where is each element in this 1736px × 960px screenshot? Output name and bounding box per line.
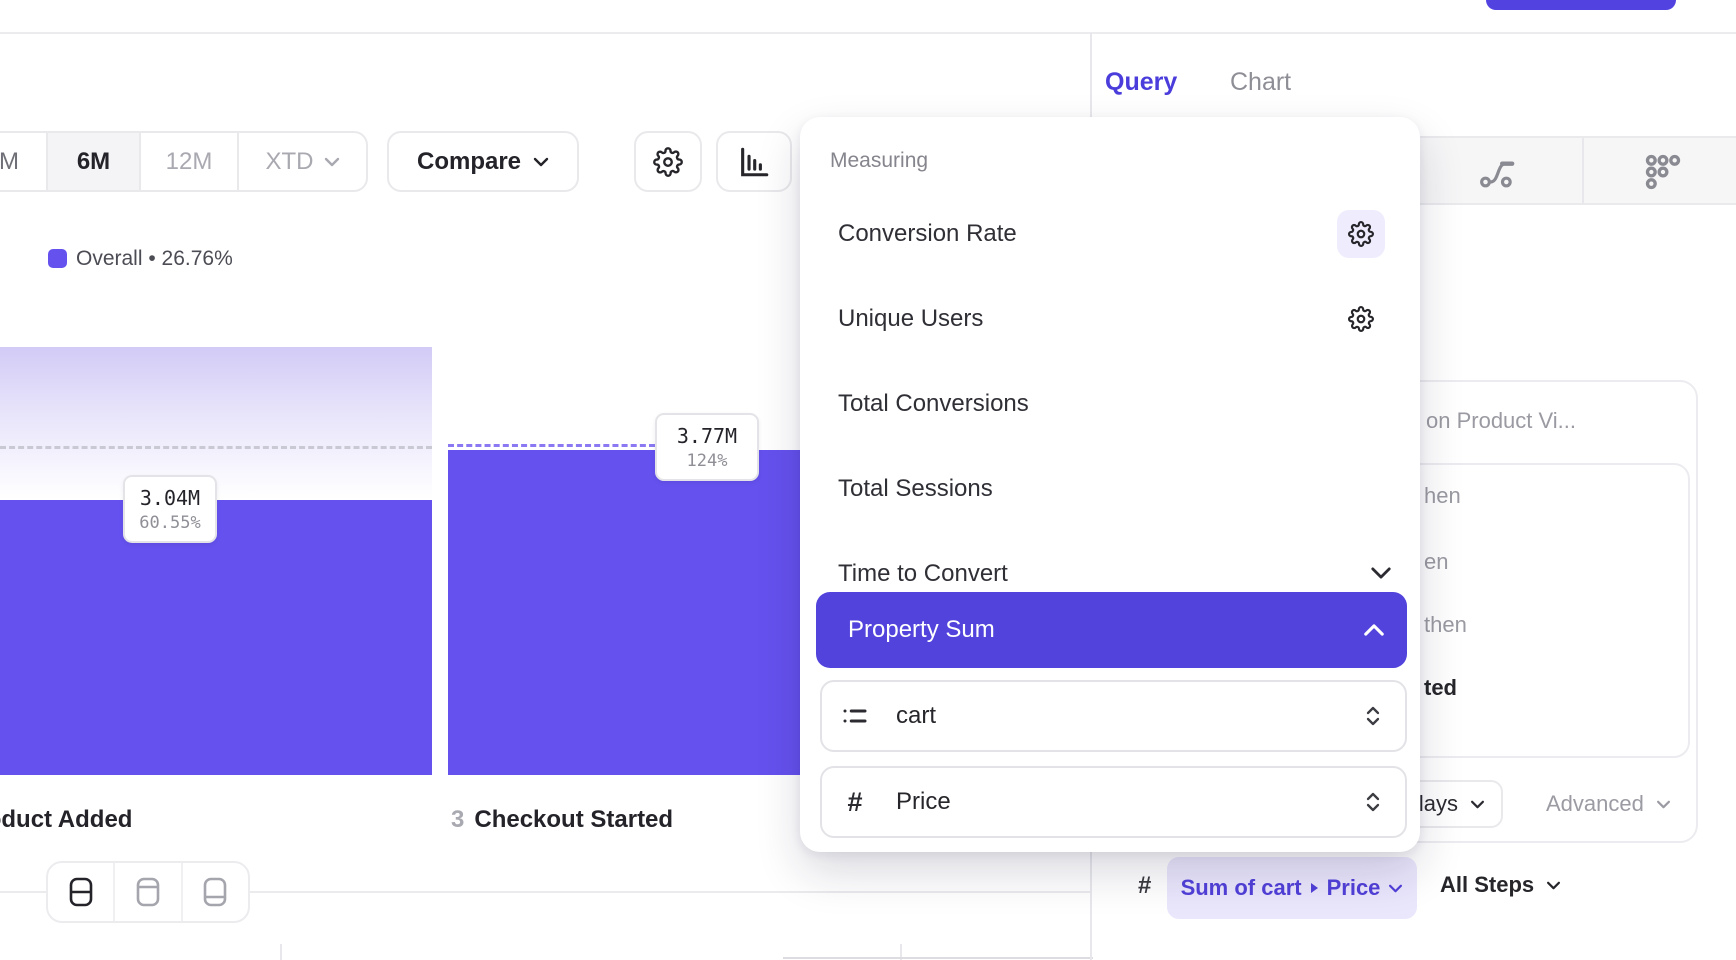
- menu-item-unique-users[interactable]: Unique Users: [838, 305, 984, 332]
- gear-icon: [1348, 306, 1374, 332]
- measuring-dropdown: Measuring Conversion Rate Unique Users T…: [800, 117, 1420, 852]
- chevron-down-icon: [324, 157, 339, 166]
- step-row-fragment: hen: [1424, 483, 1461, 508]
- property-sum-label: Property Sum: [848, 616, 995, 643]
- conversion-window-label: lays: [1418, 791, 1458, 816]
- time-range-12m-button[interactable]: 12M: [141, 133, 239, 190]
- chevron-down-icon: [1656, 800, 1670, 808]
- all-steps-label: All Steps: [1440, 872, 1535, 897]
- value-product-added: 3.04M: [139, 485, 201, 510]
- step-row-fragment: en: [1424, 549, 1449, 574]
- all-steps-dropdown[interactable]: All Steps: [1440, 872, 1561, 898]
- grid-divider: [280, 944, 282, 960]
- layout-bottom-band-button[interactable]: [183, 863, 248, 921]
- legend-label: Overall • 26.76%: [76, 247, 233, 270]
- time-range-3m-label: M: [0, 147, 19, 175]
- measure-pill-group: Sum of cart: [1180, 875, 1302, 900]
- chevron-down-icon: [1371, 567, 1391, 579]
- compare-label: Compare: [416, 147, 522, 175]
- funnel-bar-product-added[interactable]: [0, 500, 432, 775]
- compare-button[interactable]: Compare: [387, 131, 579, 192]
- reference-dashed-line: [0, 446, 432, 449]
- conversion-product-added: 60.55%: [139, 512, 201, 533]
- more-apps-button[interactable]: [1643, 152, 1683, 192]
- unique-users-settings-button[interactable]: [1337, 295, 1385, 343]
- property-select[interactable]: # Price: [820, 766, 1407, 838]
- value-tooltip-checkout-started: 3.77M 124%: [655, 413, 759, 481]
- measurement-summary-fragment: on Product Vi...: [1426, 408, 1577, 433]
- value-tooltip-product-added: 3.04M 60.55%: [123, 475, 217, 543]
- chart-settings-button[interactable]: [634, 131, 702, 192]
- advanced-label: Advanced: [1546, 791, 1644, 816]
- menu-item-total-conversions[interactable]: Total Conversions: [838, 390, 1029, 417]
- chevron-down-icon: [1471, 800, 1484, 808]
- triangle-right-icon: [1310, 883, 1318, 893]
- conversion-rate-settings-button[interactable]: [1337, 210, 1385, 258]
- step-number: 3: [451, 806, 465, 833]
- property-value: Price: [896, 788, 951, 815]
- tab-chart[interactable]: Chart: [1230, 68, 1292, 96]
- step-name: Product Added: [0, 806, 133, 833]
- property-group-select[interactable]: cart: [820, 680, 1407, 752]
- chart-baseline: [0, 891, 1090, 893]
- time-range-xtd-label: XTD: [265, 147, 314, 175]
- measure-property-pill[interactable]: Sum of cart Price: [1167, 857, 1417, 919]
- dots-grid-icon: [1645, 154, 1681, 190]
- time-range-segmented-control: M 6M 12M XTD: [0, 131, 368, 192]
- layout-bottom-icon: [204, 877, 227, 907]
- property-group-value: cart: [896, 702, 937, 729]
- funnel-step2-unconverted-gradient: [0, 347, 432, 500]
- time-range-6m-button[interactable]: 6M: [48, 133, 141, 190]
- hash-icon: #: [1138, 872, 1152, 899]
- step-row-fragment: ted: [1424, 675, 1457, 700]
- conversion-checkout-started: 124%: [686, 450, 728, 471]
- menu-item-conversion-rate[interactable]: Conversion Rate: [838, 220, 1017, 247]
- topbar-divider: [0, 32, 1736, 34]
- menu-item-time-to-convert[interactable]: Time to Convert: [838, 560, 1008, 587]
- toolbar-cell-divider: [1582, 138, 1584, 203]
- top-right-primary-button[interactable]: [1486, 0, 1676, 10]
- bar-chart-icon: [741, 147, 769, 176]
- menu-item-property-sum-selected[interactable]: Property Sum: [816, 592, 1407, 668]
- step-label-product-added: 2Product Added: [0, 806, 132, 834]
- chevron-down-icon: [533, 157, 549, 166]
- section-edge: [783, 957, 1093, 959]
- menu-item-total-sessions[interactable]: Total Sessions: [838, 475, 993, 502]
- time-range-3m-button[interactable]: M: [0, 133, 48, 190]
- gear-icon: [1348, 221, 1374, 247]
- chevron-down-icon: [1389, 884, 1403, 892]
- funnel-bar-top-dashed-line: [448, 444, 655, 447]
- measure-pill-property: Price: [1326, 875, 1381, 900]
- chevron-down-icon: [1547, 881, 1561, 889]
- value-checkout-started: 3.77M: [676, 423, 738, 448]
- gear-icon: [653, 146, 683, 177]
- layout-top-band-button[interactable]: [115, 863, 183, 921]
- layout-split-icon: [69, 877, 92, 907]
- flow-icon: [1480, 161, 1515, 188]
- list-icon: [838, 703, 872, 729]
- step-name: Checkout Started: [474, 806, 674, 833]
- chart-layout-toggle: [46, 861, 250, 923]
- measuring-title: Measuring: [830, 149, 929, 172]
- legend-swatch: [48, 249, 67, 268]
- time-range-xtd-button[interactable]: XTD: [239, 133, 366, 190]
- unfold-icon: [1363, 788, 1383, 816]
- time-range-6m-label: 6M: [76, 147, 111, 175]
- unfold-icon: [1363, 702, 1383, 730]
- grid-divider: [900, 944, 902, 960]
- layout-top-icon: [136, 877, 160, 907]
- step-row-fragment: then: [1424, 612, 1467, 637]
- layout-split-middle-button[interactable]: [48, 863, 116, 921]
- time-range-12m-label: 12M: [165, 147, 213, 175]
- step-label-checkout-started: 3 Checkout Started: [451, 806, 673, 834]
- tab-query[interactable]: Query: [1105, 68, 1178, 96]
- advanced-button[interactable]: Advanced: [1546, 791, 1671, 817]
- flows-button[interactable]: [1478, 152, 1518, 192]
- chevron-up-icon: [1364, 624, 1384, 636]
- hash-icon: #: [847, 786, 863, 817]
- chart-type-button[interactable]: [716, 131, 792, 192]
